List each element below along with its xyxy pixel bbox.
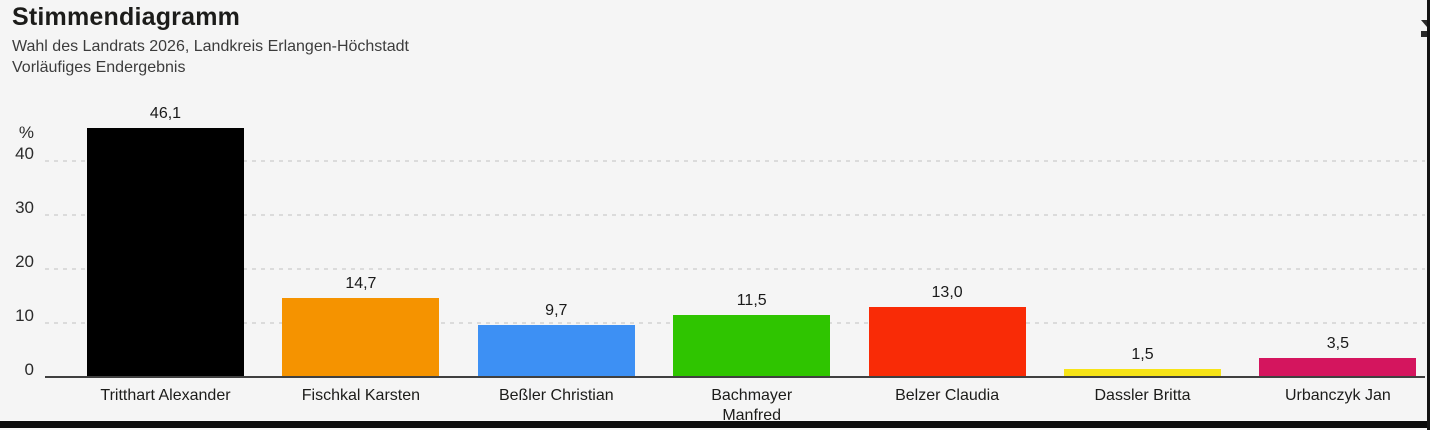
bar-1: [87, 128, 244, 377]
bar-7: [1259, 358, 1417, 377]
x-axis-label-5-line-1: Belzer Claudia: [895, 387, 1000, 404]
x-axis-label-2: Fischkal Karsten: [288, 386, 434, 406]
x-axis-label-6-line-1: Dassler Britta: [1094, 387, 1191, 404]
chart-subtitle: Wahl des Landrats 2026, Landkreis Erlang…: [12, 36, 409, 78]
x-axis-label-1: Tritthart Alexander: [93, 386, 239, 406]
bar-6: [1064, 368, 1221, 377]
toolbar-icon-fragment-top: [1421, 20, 1427, 27]
gridline-40: [45, 160, 1425, 162]
chart-subtitle-line2: Vorläufiges Endergebnis: [12, 59, 186, 76]
bar-2: [282, 297, 440, 377]
y-axis-tick-40: 40: [15, 144, 34, 163]
x-axis-baseline: [45, 376, 1425, 378]
x-axis-label-5: Belzer Claudia: [874, 386, 1020, 406]
bar-value-label-1: 46,1: [149, 105, 182, 123]
y-axis-tick-0: 0: [24, 360, 34, 379]
x-axis-label-1-line-1: Tritthart Alexander: [100, 387, 231, 404]
y-axis-tick-20: 20: [15, 252, 34, 271]
bar-value-label-2: 14,7: [345, 274, 377, 292]
chart-title: Stimmendiagramm: [12, 3, 241, 31]
bar-value-label-7: 3,5: [1326, 335, 1350, 353]
bar-value-label-3: 9,7: [545, 301, 568, 319]
x-axis-label-4-line-1: Bachmayer: [711, 387, 793, 404]
chart-subtitle-line1: Wahl des Landrats 2026, Landkreis Erlang…: [12, 38, 409, 55]
x-axis-label-3-line-1: Beßler Christian: [498, 387, 614, 404]
x-axis-label-7-line-1: Urbanczyk Jan: [1284, 387, 1391, 404]
x-axis-label-7: Urbanczyk Jan: [1265, 386, 1411, 406]
gridline-20: [45, 268, 1425, 270]
bar-5: [868, 306, 1026, 377]
right-window-edge: [1427, 0, 1430, 430]
x-axis-label-4: Bachmayer Manfred: [679, 386, 825, 426]
toolbar-icon-fragment-bottom: [1421, 31, 1427, 37]
bar-4: [673, 314, 831, 377]
x-axis-label-6: Dassler Britta: [1070, 386, 1216, 406]
y-axis-tick-10: 10: [15, 306, 34, 325]
toolbar-icon-partial[interactable]: [1421, 20, 1427, 38]
gridline-30: [45, 214, 1425, 216]
x-axis-label-3: Beßler Christian: [483, 386, 629, 406]
bar-3: [477, 324, 635, 377]
bar-value-label-4: 11,5: [736, 291, 767, 309]
x-axis-label-4-line-2: Manfred: [722, 407, 782, 424]
y-axis-tick-30: 30: [15, 198, 34, 217]
x-axis-label-2-line-1: Fischkal Karsten: [301, 387, 421, 404]
bar-value-label-5: 13,0: [931, 283, 963, 301]
bottom-border-bar: [0, 421, 1430, 428]
bar-value-label-6: 1,5: [1131, 345, 1154, 363]
y-axis-unit-label: %: [18, 123, 34, 142]
